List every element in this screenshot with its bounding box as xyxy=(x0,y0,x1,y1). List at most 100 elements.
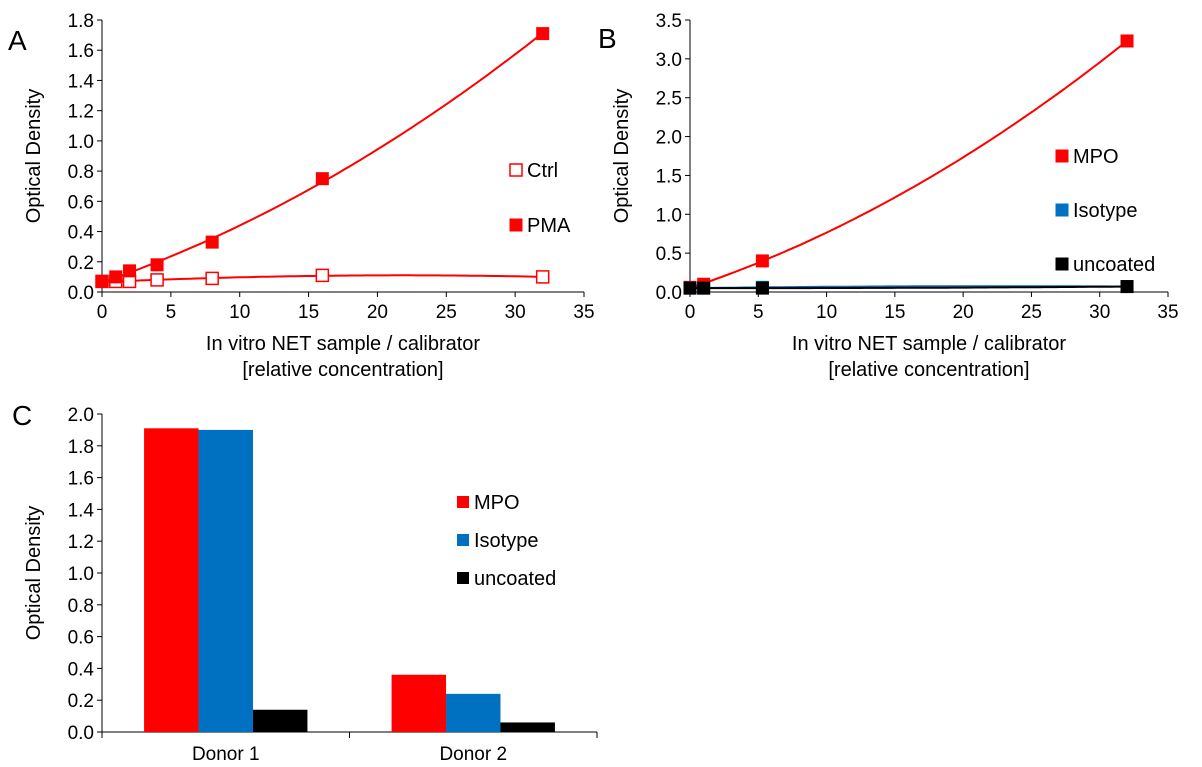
x-tick-label: 15 xyxy=(298,302,319,323)
legend-swatch-uncoated xyxy=(1055,257,1069,271)
bar-isotype-donor-1 xyxy=(198,429,253,732)
data-point-ctrl xyxy=(535,270,550,284)
data-point-mpo xyxy=(755,254,769,268)
bar-isotype-donor-2 xyxy=(446,693,501,732)
y-tick-label: 1.8 xyxy=(68,437,94,458)
chart-a: 0.0 0.2 0.4 0.6 0.8 1.0 1.2 1.4 1.6 1.8 0 5 10 15 20 25… xyxy=(23,11,595,381)
y-tick-label: 1.5 xyxy=(656,166,682,187)
y-tick-label: 0.8 xyxy=(68,596,94,617)
legend-label-uncoated: uncoated xyxy=(1073,254,1155,276)
y-tick-label: 2.5 xyxy=(656,89,682,110)
panel-a-label: A xyxy=(8,25,27,56)
y-tick-label: 2.0 xyxy=(68,405,94,426)
y-tick-label: 0.0 xyxy=(68,283,94,304)
y-tick-label: 0.5 xyxy=(656,244,682,265)
y-tick-label: 0.0 xyxy=(68,723,94,744)
data-point-pma xyxy=(150,258,164,272)
y-tick-label: 1.2 xyxy=(68,102,94,123)
y-tick-label: 0.6 xyxy=(68,628,94,649)
x-tick-label: 35 xyxy=(573,302,594,323)
data-point-pma xyxy=(536,27,550,41)
bar-mpo-donor-2 xyxy=(391,674,447,732)
x-axis-label-line1: In vitro NET sample / calibrator xyxy=(206,333,481,355)
legend-swatch-pma xyxy=(509,218,523,232)
y-tick-label: 0.0 xyxy=(656,283,682,304)
x-tick-label: 20 xyxy=(367,302,388,323)
y-tick-label: 1.0 xyxy=(68,132,94,153)
x-tick-label: 0 xyxy=(97,302,108,323)
x-tick-label: 25 xyxy=(1021,302,1042,323)
x-tick-label: 20 xyxy=(953,302,974,323)
x-axis-label-line2: [relative concentration] xyxy=(242,359,443,381)
legend-swatch-isotype xyxy=(1055,203,1069,217)
y-tick-label: 1.0 xyxy=(68,564,94,585)
y-tick-label: 1.6 xyxy=(68,469,94,490)
data-point-uncoated xyxy=(1120,280,1134,294)
category-label: Donor 1 xyxy=(192,744,260,765)
x-tick-label: 10 xyxy=(229,302,250,323)
chart-c: 0.0 0.2 0.4 0.6 0.8 1.0 1.2 1.4 1.6 1.8 2.0 Optical… xyxy=(23,405,598,765)
x-tick-label: 35 xyxy=(1157,302,1178,323)
y-tick-label: 1.4 xyxy=(68,71,95,92)
legend-label-pma: PMA xyxy=(527,215,571,237)
y-axis-label: Optical Density xyxy=(23,89,45,224)
data-point-pma xyxy=(205,235,219,249)
data-point-ctrl xyxy=(150,273,164,287)
panel-c-label: C xyxy=(12,400,32,431)
bar-mpo-donor-1 xyxy=(144,428,199,732)
legend-swatch-mpo xyxy=(457,496,469,508)
legend-label-ctrl: Ctrl xyxy=(527,160,558,182)
x-tick-label: 30 xyxy=(505,302,526,323)
y-tick-label: 0.6 xyxy=(68,192,94,213)
data-point-uncoated xyxy=(683,281,697,295)
x-tick-label: 0 xyxy=(685,302,696,323)
data-point-uncoated xyxy=(755,281,769,295)
category-label: Donor 2 xyxy=(439,744,507,765)
legend-swatch-uncoated xyxy=(457,572,469,584)
data-point-pma xyxy=(95,274,109,288)
legend-label-mpo: MPO xyxy=(1073,146,1119,168)
x-axis-label-line2: [relative concentration] xyxy=(828,359,1029,381)
legend-label-isotype: Isotype xyxy=(1073,200,1137,222)
x-tick-label: 15 xyxy=(884,302,905,323)
y-tick-label: 1.6 xyxy=(68,41,94,62)
x-tick-label: 25 xyxy=(436,302,457,323)
bar-uncoated-donor-1 xyxy=(252,709,308,732)
x-tick-label: 5 xyxy=(166,302,177,323)
y-tick-label: 0.4 xyxy=(68,223,95,244)
legend-swatch-ctrl xyxy=(509,163,523,177)
trendline-pma xyxy=(101,32,544,284)
y-tick-label: 1.4 xyxy=(68,500,95,521)
legend-swatch-mpo xyxy=(1055,149,1069,163)
data-point-ctrl xyxy=(205,271,219,286)
legend-label-isotype: Isotype xyxy=(474,530,538,552)
bar-uncoated-donor-2 xyxy=(500,722,555,732)
legend-label-uncoated: uncoated xyxy=(474,568,556,590)
y-tick-label: 3.0 xyxy=(656,50,682,71)
x-tick-label: 5 xyxy=(753,302,764,323)
x-tick-label: 10 xyxy=(816,302,837,323)
y-tick-label: 1.2 xyxy=(68,532,94,553)
y-tick-label: 3.5 xyxy=(656,11,682,32)
y-axis-label: Optical Density xyxy=(23,506,45,641)
data-point-mpo xyxy=(1120,34,1134,48)
y-axis-label: Optical Density xyxy=(611,89,633,224)
y-tick-label: 0.2 xyxy=(68,691,94,712)
y-tick-label: 0.2 xyxy=(68,253,94,274)
legend-swatch-isotype xyxy=(457,534,469,546)
legend-label-mpo: MPO xyxy=(474,492,520,514)
chart-b: 0.0 0.5 1.0 1.5 2.0 2.5 3.0 3.5 0 5 10 15 20 25 30 35 Op… xyxy=(611,11,1179,381)
data-point-pma xyxy=(123,264,137,278)
x-axis-label-line1: In vitro NET sample / calibrator xyxy=(792,333,1067,355)
y-tick-label: 0.4 xyxy=(68,659,95,680)
y-tick-label: 2.0 xyxy=(656,128,682,149)
trendline-mpo xyxy=(689,40,1128,289)
y-tick-label: 0.8 xyxy=(68,162,94,183)
y-tick-label: 1.8 xyxy=(68,11,94,32)
data-point-uncoated xyxy=(697,281,711,295)
data-point-ctrl xyxy=(315,268,330,283)
panel-b-label: B xyxy=(598,23,617,54)
data-point-pma xyxy=(315,172,329,186)
data-point-pma xyxy=(109,270,123,284)
